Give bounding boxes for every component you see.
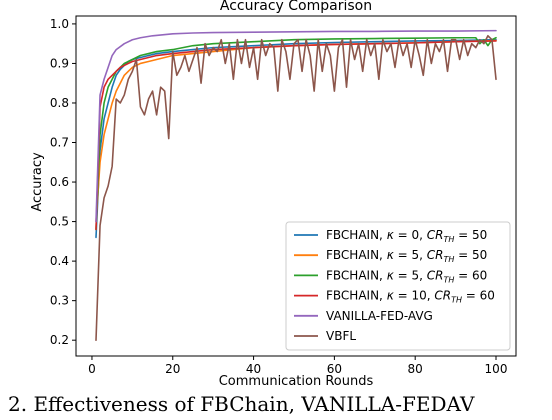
legend-label-3: FBCHAIN, κ = 10, CRTH = 60 [326,289,495,305]
legend-label-4: VANILLA-FED-AVG [326,309,433,323]
figure-caption: 2. Effectiveness of FBChain, VANILLA-FED… [0,396,552,420]
chart-title: Accuracy Comparison [220,0,372,14]
x-axis-label: Communication Rounds [219,374,374,389]
y-tick-label: 0.2 [50,333,69,347]
y-tick-label: 0.4 [50,254,69,268]
x-tick-label: 80 [408,362,423,376]
plot-area [95,29,497,341]
y-tick-label: 0.6 [50,175,69,189]
series-line-1 [95,39,497,223]
plot-frame [75,15,517,357]
y-tick-label: 0.5 [50,215,69,229]
legend-label-0: FBCHAIN, κ = 0, CRTH = 50 [326,228,487,244]
series-line-3 [95,40,497,231]
series-line-5 [95,34,497,341]
legend-box [285,221,511,351]
y-axis-label: Accuracy [30,152,45,212]
y-tick-label: 0.7 [50,136,69,150]
legend: FBCHAIN, κ = 0, CRTH = 50 FBCHAIN, κ = 5,… [285,221,511,351]
axes: 0 20 40 60 80 100 0.2 0.3 0.4 0.5 0.6 0.7 0.8 0.9 1.0 [50,15,517,376]
y-tick-label: 0.9 [50,56,69,70]
x-tick-label: 20 [165,362,180,376]
legend-label-5: VBFL [326,329,356,343]
y-tick-label: 1.0 [50,17,69,31]
y-tick-label: 0.8 [50,96,69,110]
legend-label-1: FBCHAIN, κ = 5, CRTH = 50 [326,248,487,264]
legend-label-2: FBCHAIN, κ = 5, CRTH = 60 [326,268,487,284]
x-tick-label: 0 [88,362,96,376]
caption-text: 2. Effectiveness of FBChain, VANILLA-FED… [8,396,475,416]
series-line-0 [95,38,497,239]
y-tick-label: 0.3 [50,294,69,308]
series-line-2 [95,36,497,231]
x-tick-label: 60 [327,362,342,376]
x-tick-label: 40 [246,362,261,376]
series-line-4 [95,29,497,223]
x-tick-label: 100 [485,362,508,376]
